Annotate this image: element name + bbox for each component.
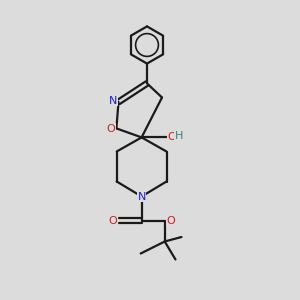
Text: H: H: [175, 131, 183, 141]
Text: O: O: [108, 215, 117, 226]
Text: N: N: [109, 95, 118, 106]
Text: O: O: [106, 124, 116, 134]
Text: O: O: [167, 132, 176, 142]
Text: N: N: [137, 191, 146, 202]
Text: O: O: [166, 215, 175, 226]
